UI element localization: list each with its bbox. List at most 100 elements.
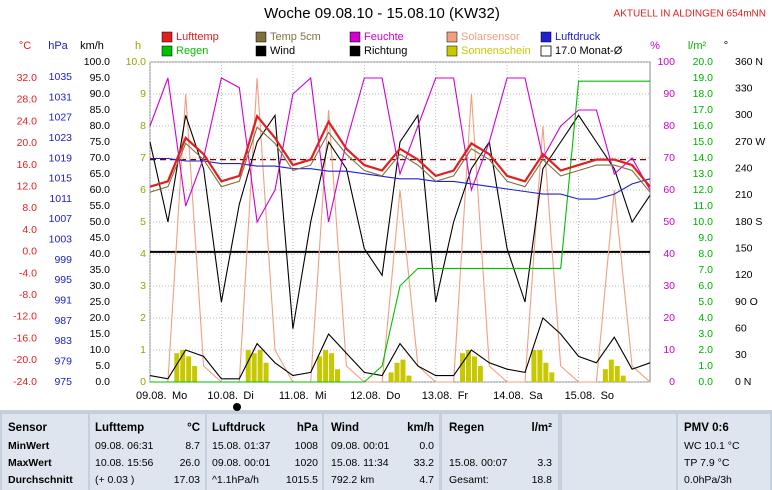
y-tick-label: 60 [735, 322, 747, 334]
stats-cell-text: MinWert [8, 440, 50, 452]
y-tick-label: 5.0 [698, 296, 713, 308]
y-tick-label: 1023 [49, 132, 73, 144]
location: AKTUELL IN ALDINGEN 654mNN [614, 9, 766, 20]
y-tick-label: 11.0 [693, 200, 713, 212]
stats-cell-text: 0.0 [419, 440, 434, 452]
y-tick-label: 28.0 [17, 94, 38, 106]
y-tick-label: 7.0 [698, 264, 713, 276]
chart-title: Woche 09.08.10 - 15.08.10 (KW32) [264, 5, 500, 22]
y-tick-label: 14.0 [693, 152, 714, 164]
y-tick-label: 5 [140, 216, 146, 228]
y-tick-label: 7 [140, 152, 146, 164]
bar [614, 366, 620, 382]
stats-cell-text: 17.03 [174, 474, 200, 486]
bar [186, 356, 192, 382]
legend-swatch [161, 31, 173, 43]
stats-cell-text: MaxWert [8, 457, 52, 469]
y-tick-label: 0.0 [22, 246, 37, 258]
stats-cell-text: 1015.5 [286, 474, 318, 486]
stats-cell-text: 792.2 km [331, 474, 374, 486]
y-tick-label: 10.0 [90, 344, 111, 356]
y-tick-label: 16.0 [693, 120, 714, 132]
y-tick-label: 15.0 [90, 328, 111, 340]
bar [608, 359, 614, 382]
stats-cell-text: (+ 0.03 ) [95, 474, 134, 486]
y-tick-label: 979 [54, 355, 72, 367]
bar [192, 366, 198, 382]
x-tick-label: 09.08. [136, 390, 167, 402]
axis-unit: hPa [48, 40, 68, 52]
legend-label: Richtung [364, 45, 407, 57]
x-tick-label: 11.08. [279, 390, 309, 402]
y-tick-label: 0 N [735, 376, 751, 388]
stats-cell-text: 09.08. 00:01 [212, 457, 271, 469]
legend-swatch [161, 45, 173, 57]
series-line [150, 157, 651, 200]
y-tick-label: 3.0 [698, 328, 713, 340]
y-tick-label: 65.0 [90, 168, 111, 180]
series-line [149, 113, 651, 329]
x-tick-label: 13.08. [422, 390, 453, 402]
marker-icon [233, 403, 241, 411]
stats-cell-text: 3.3 [537, 457, 552, 469]
weekday-label: Sa [529, 390, 543, 402]
y-tick-label: 20.0 [90, 312, 111, 324]
y-tick-label: 240 [735, 162, 753, 174]
stats-cell-text: ^1.1hPa/h [212, 474, 259, 486]
y-tick-label: 12.0 [17, 181, 38, 193]
weekday-label: Mo [172, 390, 187, 402]
y-tick-label: 20.0 [693, 56, 714, 68]
y-tick-label: 210 [735, 189, 753, 201]
y-tick-label: 80.0 [90, 120, 111, 132]
axis-unit: % [650, 40, 660, 52]
stats-cell-text: 1008 [295, 440, 319, 452]
stats-cell [2, 414, 88, 490]
y-tick-label: 0.0 [698, 376, 713, 388]
axis-unit: km/h [80, 40, 104, 52]
bar [394, 362, 400, 382]
stats-header: km/h [407, 422, 434, 434]
y-tick-label: 80 [663, 120, 675, 132]
y-tick-label: 50 [663, 216, 675, 228]
bar [388, 372, 394, 382]
bar [263, 362, 269, 382]
y-tick-label: 6.0 [698, 280, 713, 292]
y-tick-label: 1007 [49, 213, 73, 225]
stats-header: Wind [331, 422, 359, 434]
stats-cell [207, 414, 322, 490]
axis-unit: °C [19, 40, 31, 52]
y-tick-label: 40.0 [90, 248, 111, 260]
y-tick-label: 0 [669, 376, 675, 388]
weekday-label: Fr [458, 390, 469, 402]
y-tick-label: 150 [735, 242, 753, 254]
y-tick-label: 6 [140, 184, 146, 196]
series-line [149, 113, 651, 188]
stats-cell [90, 414, 205, 490]
legend-label: Lufttemp [176, 31, 219, 43]
legend-label: Sonnenschein [461, 45, 531, 57]
stats-header: Sensor [8, 422, 48, 434]
legend-label: Feuchte [364, 31, 404, 43]
y-tick-label: 8.0 [698, 248, 713, 260]
y-tick-label: -24.0 [13, 376, 37, 388]
stats-cell-text: 18.8 [532, 474, 553, 486]
y-tick-label: 25.0 [90, 296, 111, 308]
y-tick-label: 60.0 [90, 184, 111, 196]
bar [471, 356, 477, 382]
stats-cell-text: 33.2 [414, 457, 435, 469]
y-tick-label: 17.0 [693, 104, 714, 116]
y-tick-label: 12.0 [693, 184, 714, 196]
stats-cell-text: 4.7 [419, 474, 434, 486]
series-line [149, 76, 651, 224]
y-tick-label: 30.0 [90, 280, 111, 292]
y-tick-label: 2.0 [698, 344, 713, 356]
y-tick-label: 100.0 [84, 56, 110, 68]
legend-swatch [255, 31, 267, 43]
axis-unit: ° [724, 40, 728, 52]
y-tick-label: 270 W [735, 136, 765, 148]
y-tick-label: 10.0 [126, 56, 147, 68]
y-tick-label: 10.0 [693, 216, 714, 228]
y-tick-label: 8 [140, 120, 146, 132]
bar [251, 353, 257, 382]
